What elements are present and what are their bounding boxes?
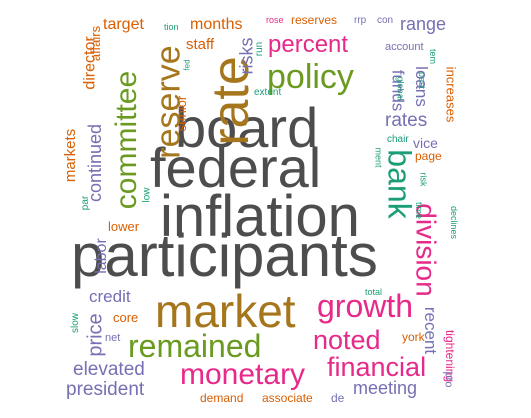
word-chair: chair xyxy=(387,134,409,145)
word-slow: slow xyxy=(70,312,82,334)
word-policy: policy xyxy=(267,58,354,96)
word-run: run xyxy=(254,41,266,57)
word-growth: growth xyxy=(317,288,414,324)
word-federal: federal xyxy=(150,136,322,199)
word-ment: ment xyxy=(373,147,384,168)
word-price: price xyxy=(84,313,107,357)
word-participants: participants xyxy=(71,222,378,289)
word-de: de xyxy=(331,391,345,405)
word-extent: extent xyxy=(254,87,282,98)
word-low: low xyxy=(141,187,153,203)
word-core: core xyxy=(113,310,139,325)
word-rose: rose xyxy=(266,15,284,25)
word-global: global xyxy=(395,76,406,101)
word-target: target xyxy=(103,16,144,33)
word-time: time xyxy=(414,201,425,220)
word-labor: labor xyxy=(92,238,110,274)
word-staff: staff xyxy=(186,36,215,53)
word-president: president xyxy=(66,379,145,400)
word-tion: tion xyxy=(164,22,179,32)
word-affairs: affairs xyxy=(88,25,104,62)
word-york: york xyxy=(402,330,425,344)
word-vice: vice xyxy=(413,135,438,151)
word-declines: declines xyxy=(449,205,460,240)
word-page: page xyxy=(415,149,442,163)
word-credit: credit xyxy=(89,287,131,306)
word-inflation: inflation xyxy=(160,184,360,249)
word-board: board xyxy=(175,96,319,159)
word-noted: noted xyxy=(313,325,381,355)
word-recent: recent xyxy=(421,306,441,355)
word-financial: financial xyxy=(327,352,427,382)
word-continued: continued xyxy=(85,123,106,203)
word-percent: percent xyxy=(268,31,349,58)
word-par: par xyxy=(80,195,92,211)
word-account: account xyxy=(385,41,424,53)
word-rrp: rrp xyxy=(354,15,367,26)
word-pro: pro xyxy=(442,371,455,388)
word-senior: senior xyxy=(174,95,190,132)
word-demand: demand xyxy=(200,391,244,405)
word-fed: fed xyxy=(182,59,192,71)
word-past: past xyxy=(417,71,428,90)
word-markets: markets xyxy=(62,128,80,183)
word-rates: rates xyxy=(385,110,428,131)
word-meeting: meeting xyxy=(353,378,418,398)
word-elevated: elevated xyxy=(73,359,145,380)
word-tem: tem xyxy=(428,48,439,65)
word-monetary: monetary xyxy=(180,358,306,391)
word-lower: lower xyxy=(108,219,140,234)
word-risk: risk xyxy=(418,172,429,187)
word-total: total xyxy=(365,287,383,297)
word-risks: risks xyxy=(236,37,257,75)
word-reserves: reserves xyxy=(291,13,338,27)
word-con: con xyxy=(377,15,394,26)
word-market: market xyxy=(155,285,296,337)
word-committee: committee xyxy=(110,70,144,210)
word-net: net xyxy=(105,332,121,344)
word-increases: increases xyxy=(443,66,459,123)
word-remained: remained xyxy=(128,328,262,364)
word-months: months xyxy=(190,16,243,33)
word-range: range xyxy=(400,14,447,34)
word-associate: associate xyxy=(262,391,313,405)
